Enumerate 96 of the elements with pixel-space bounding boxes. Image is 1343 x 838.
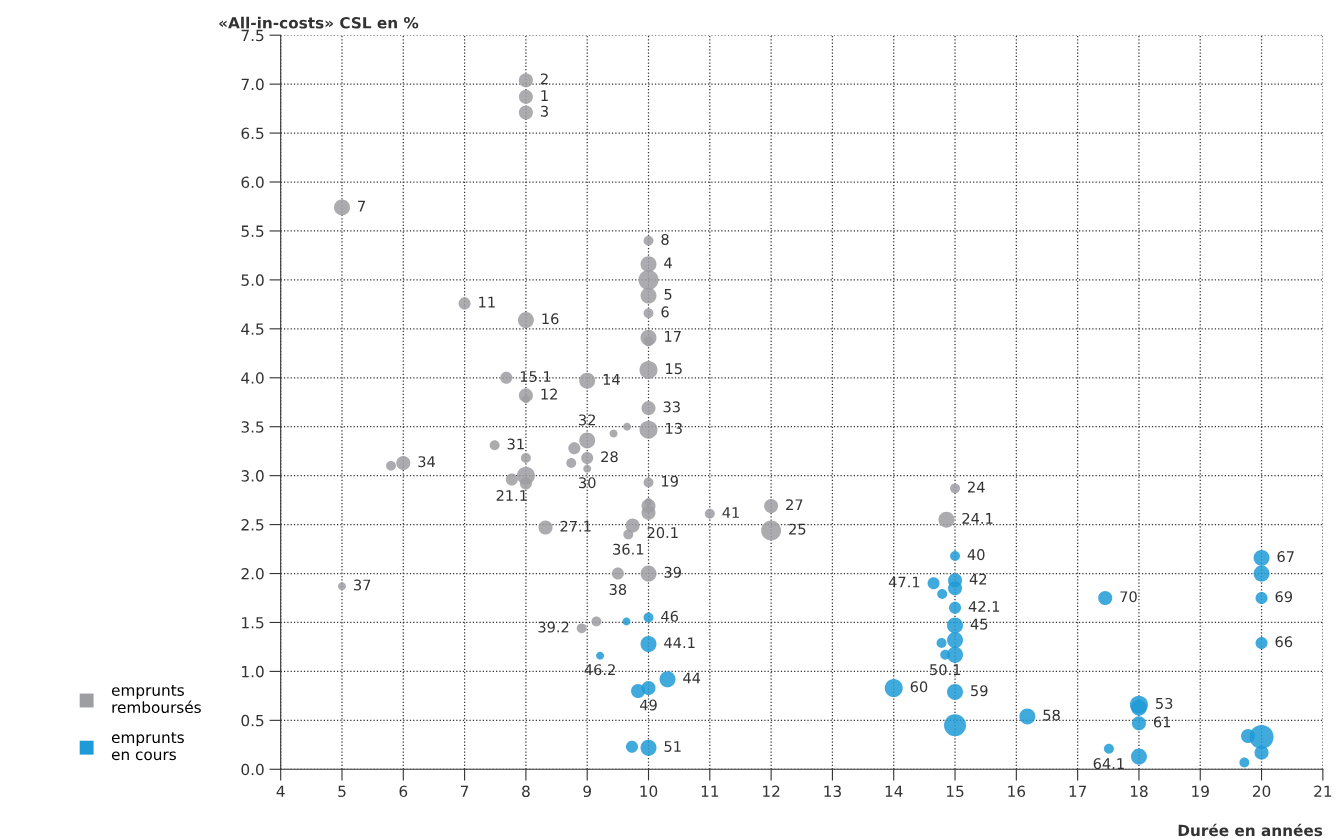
annotation: 60: [910, 681, 928, 693]
annotation: 21.1: [496, 490, 527, 501]
annotation: 49: [639, 699, 657, 711]
annotation: 67: [1277, 551, 1294, 563]
annotation: 66: [1275, 636, 1293, 648]
annotation: 32: [579, 414, 596, 426]
annotation: 27.1: [560, 520, 591, 532]
annotation: 34: [418, 456, 435, 468]
annotation: 46.2: [584, 664, 615, 676]
y-tick-label: 6.5: [241, 127, 264, 140]
annotation: 38: [609, 583, 627, 595]
y-tick-label: 2.5: [241, 519, 264, 531]
annotation: 15.1: [520, 371, 551, 382]
y-tick-label: 4.0: [241, 372, 264, 384]
y-tick-label: 5.5: [241, 225, 264, 237]
y-tick-label: 7.0: [241, 78, 264, 91]
annotation: 39.2: [538, 621, 569, 633]
annotation: 33: [663, 401, 680, 413]
x-tick-label: 5: [338, 785, 346, 798]
x-tick-label: 17: [1069, 785, 1087, 797]
x-tick-label: 14: [885, 785, 903, 797]
annotation: 31: [507, 438, 524, 450]
x-tick-label: 18: [1130, 785, 1148, 798]
annotation: 44.1: [664, 637, 695, 649]
annotation: 15: [666, 363, 682, 375]
y-tick-label: 0.5: [241, 714, 264, 727]
annotation: 7: [358, 200, 365, 212]
y-tick-label: 7.5: [241, 29, 264, 42]
annotation: 39: [664, 566, 681, 578]
annotation: 27: [786, 499, 803, 511]
annotation: 36.1: [613, 543, 644, 555]
annotation: 61: [1153, 716, 1171, 728]
x-tick-label: 10: [640, 785, 658, 798]
y-tick-label: 6.0: [241, 176, 264, 189]
annotation: 70: [1120, 591, 1137, 603]
annotation: 17: [665, 331, 681, 342]
y-tick-label: 1.5: [242, 617, 264, 629]
annotation: 13: [666, 422, 682, 434]
annotation: 14: [603, 374, 620, 385]
annotation: 37: [354, 579, 371, 591]
annotation: 53: [1156, 697, 1173, 709]
x-tick-label: 11: [701, 785, 719, 797]
x-tick-label: 15: [946, 785, 964, 798]
annotation: 24: [968, 481, 985, 493]
legend-label: emprunts remboursés: [111, 684, 201, 714]
y-tick-label: 4.5: [241, 323, 264, 335]
x-axis-title: Durée en années: [1178, 823, 1323, 837]
x-tick-label: 7: [460, 785, 469, 797]
x-tick-label: 6: [399, 785, 408, 798]
annotation: 64.1: [1093, 758, 1124, 770]
x-tick-label: 19: [1192, 785, 1209, 798]
annotation: 44: [683, 672, 701, 684]
annotation: 45: [970, 618, 988, 630]
legend-label: emprunts en cours: [111, 732, 184, 761]
annotation: 3: [540, 105, 548, 117]
annotation: 2: [540, 73, 548, 85]
annotation: 24.1: [962, 512, 993, 524]
annotation: 1: [541, 90, 548, 101]
y-tick-label: 3.0: [241, 470, 264, 482]
annotation: 46: [661, 610, 679, 622]
x-tick-label: 8: [522, 785, 530, 798]
annotation: 25: [789, 523, 806, 535]
annotation: 28: [601, 451, 618, 463]
annotation: 19: [662, 475, 678, 487]
annotation: 16: [542, 313, 559, 325]
y-tick-label: 0.0: [241, 763, 264, 776]
y-tick-label: 1.0: [242, 665, 264, 678]
y-tick-label: 5.0: [241, 274, 264, 286]
annotation: 69: [1275, 591, 1293, 603]
annotation: 42: [969, 573, 987, 585]
x-tick-label: 4: [276, 785, 285, 797]
x-tick-label: 9: [583, 785, 591, 798]
annotation: 59: [971, 685, 988, 697]
annotation: 11: [479, 296, 495, 308]
annotation: 5: [664, 288, 672, 300]
annotation: 50.1: [930, 664, 961, 676]
y-tick-label: 2.0: [241, 567, 264, 580]
annotation: 30: [579, 477, 596, 489]
annotation: 40: [967, 549, 985, 561]
annotation: 51: [664, 741, 681, 752]
annotation: 47.1: [888, 576, 920, 588]
annotation: 42.1: [968, 600, 1000, 612]
x-tick-label: 12: [763, 785, 780, 797]
x-tick-label: 13: [824, 785, 841, 798]
annotation: 6: [661, 306, 669, 318]
annotation: 12: [541, 388, 557, 400]
y-tick-label: 3.5: [241, 421, 264, 433]
x-tick-label: 16: [1008, 785, 1026, 798]
annotation: 8: [661, 233, 669, 245]
x-tick-label: 21: [1314, 785, 1332, 797]
y-axis-title: «All-in-costs» CSL en %: [219, 16, 419, 29]
x-tick-label: 20: [1252, 785, 1271, 798]
annotation: 20.1: [647, 527, 678, 539]
annotation: 4: [664, 257, 672, 269]
annotation: 41: [722, 507, 739, 518]
annotation: 58: [1043, 709, 1060, 721]
